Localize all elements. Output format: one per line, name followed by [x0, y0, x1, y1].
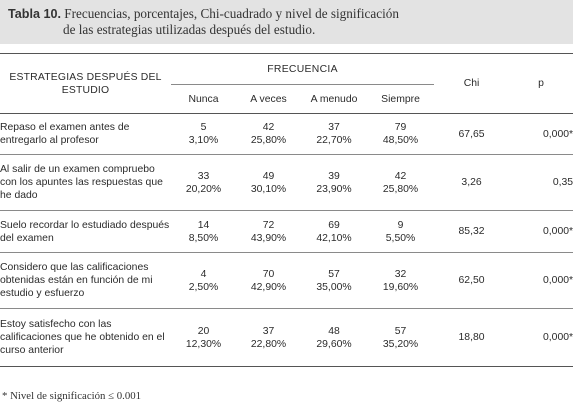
a-menudo-cell: 39 23,90% — [301, 155, 367, 211]
count-value: 57 — [394, 325, 407, 337]
count-value: 4 — [200, 268, 207, 280]
caption-line-1: Frecuencias, porcentajes, Chi-cuadrado y… — [60, 6, 399, 21]
table-row: Considero que las calificaciones obtenid… — [0, 253, 573, 309]
chi-cell: 67,65 — [458, 128, 485, 140]
header-nunca: Nunca — [188, 93, 219, 105]
siempre-cell: 32 19,60% — [367, 253, 434, 309]
significance-note: * Nivel de significación ≤ 0.001 — [2, 390, 142, 402]
percent-value: 35,20% — [382, 338, 419, 350]
chi-cell: 18,80 — [458, 332, 485, 343]
count-value: 39 — [328, 170, 340, 182]
percent-value: 20,20% — [185, 183, 222, 195]
count-value: 42 — [262, 122, 275, 133]
percent-value: 25,80% — [250, 135, 287, 146]
a-menudo-cell: 57 35,00% — [301, 253, 367, 309]
percent-value: 35,00% — [316, 281, 352, 293]
count-value: 72 — [262, 219, 275, 231]
chi-cell: 85,32 — [458, 226, 485, 237]
percent-value: 22,70% — [316, 135, 352, 146]
table-row: Suelo recordar lo estudiado después del … — [0, 211, 573, 253]
count-value: 33 — [197, 170, 210, 182]
p-cell: 0,000* — [543, 275, 573, 286]
percent-value: 42,90% — [250, 281, 287, 293]
a-veces-cell: 70 42,90% — [236, 253, 301, 309]
percent-value: 25,80% — [382, 183, 419, 195]
percent-value: 43,90% — [250, 232, 287, 244]
caption-separator: . — [57, 7, 61, 21]
count-value: 14 — [197, 219, 210, 231]
count-value: 49 — [262, 170, 275, 182]
count-value: 20 — [197, 325, 210, 337]
header-chi: Chi — [463, 78, 480, 89]
count-value: 79 — [394, 122, 407, 133]
percent-value: 2,50% — [188, 281, 219, 293]
a-menudo-cell: 69 42,10% — [301, 211, 367, 253]
strategy-cell: Estoy satisfecho con las calificaciones … — [0, 319, 165, 356]
count-value: 69 — [328, 219, 340, 231]
percent-value: 29,60% — [316, 338, 352, 350]
p-cell: 0,35 — [552, 177, 573, 188]
table-row: Al salir de un examen compruebo con los … — [0, 155, 573, 211]
header-frequency: FRECUENCIA — [171, 53, 435, 85]
table-row: Estoy satisfecho con las calificaciones … — [0, 309, 573, 367]
percent-value: 19,60% — [382, 281, 419, 293]
siempre-cell: 57 35,20% — [367, 309, 434, 367]
count-value: 37 — [262, 325, 275, 337]
a-veces-cell: 37 22,80% — [236, 309, 301, 367]
count-value: 5 — [200, 122, 207, 133]
header-p: p — [538, 78, 544, 89]
percent-value: 23,90% — [316, 183, 352, 195]
count-value: 32 — [394, 268, 407, 280]
siempre-cell: 9 5,50% — [367, 211, 434, 253]
count-value: 9 — [397, 219, 404, 231]
a-menudo-cell: 37 22,70% — [301, 114, 367, 155]
table-caption: Tabla 10. Frecuencias, porcentajes, Chi-… — [0, 0, 573, 44]
percent-value: 42,10% — [316, 232, 352, 244]
caption-line-2: de las estrategias utilizadas después de… — [63, 22, 316, 37]
chi-cell: 3,26 — [461, 177, 482, 188]
a-veces-cell: 72 43,90% — [236, 211, 301, 253]
p-cell: 0,000* — [543, 128, 573, 140]
caption-label: Tabla 10 — [8, 7, 58, 21]
percent-value: 8,50% — [188, 232, 219, 244]
header-strategies: ESTRATEGIAS DESPUÉS DEL ESTUDIO — [9, 71, 162, 96]
strategy-cell: Repaso el examen antes de entregarlo al … — [0, 122, 130, 146]
nunca-cell: 33 20,20% — [171, 155, 236, 211]
siempre-cell: 79 48,50% — [367, 114, 434, 155]
count-value: 37 — [328, 122, 340, 133]
count-value: 57 — [328, 268, 340, 280]
percent-value: 48,50% — [382, 135, 419, 146]
a-veces-cell: 42 25,80% — [236, 114, 301, 155]
percent-value: 30,10% — [250, 183, 287, 195]
siempre-cell: 42 25,80% — [367, 155, 434, 211]
chi-cell: 62,50 — [458, 275, 485, 286]
count-value: 48 — [328, 325, 340, 337]
percent-value: 5,50% — [385, 232, 416, 244]
a-veces-cell: 49 30,10% — [236, 155, 301, 211]
p-cell: 0,000* — [543, 226, 573, 237]
header-siempre: Siempre — [381, 93, 420, 105]
header-a-veces: A veces — [250, 93, 287, 105]
results-table: ESTRATEGIAS DESPUÉS DEL ESTUDIO FRECUENC… — [0, 53, 573, 367]
percent-value: 3,10% — [188, 135, 219, 146]
strategy-cell: Considero que las calificaciones obtenid… — [0, 262, 153, 299]
strategy-cell: Suelo recordar lo estudiado después del … — [0, 219, 170, 244]
nunca-cell: 14 8,50% — [171, 211, 236, 253]
nunca-cell: 20 12,30% — [171, 309, 236, 367]
p-cell: 0,000* — [543, 332, 573, 343]
count-value: 42 — [394, 170, 407, 182]
strategy-cell: Al salir de un examen compruebo con los … — [0, 164, 163, 201]
nunca-cell: 4 2,50% — [171, 253, 236, 309]
a-menudo-cell: 48 29,60% — [301, 309, 367, 367]
percent-value: 22,80% — [250, 338, 287, 350]
percent-value: 12,30% — [185, 338, 222, 350]
header-a-menudo: A menudo — [310, 93, 358, 105]
count-value: 70 — [262, 268, 275, 280]
nunca-cell: 5 3,10% — [171, 114, 236, 155]
table-row: Repaso el examen antes de entregarlo al … — [0, 114, 573, 155]
